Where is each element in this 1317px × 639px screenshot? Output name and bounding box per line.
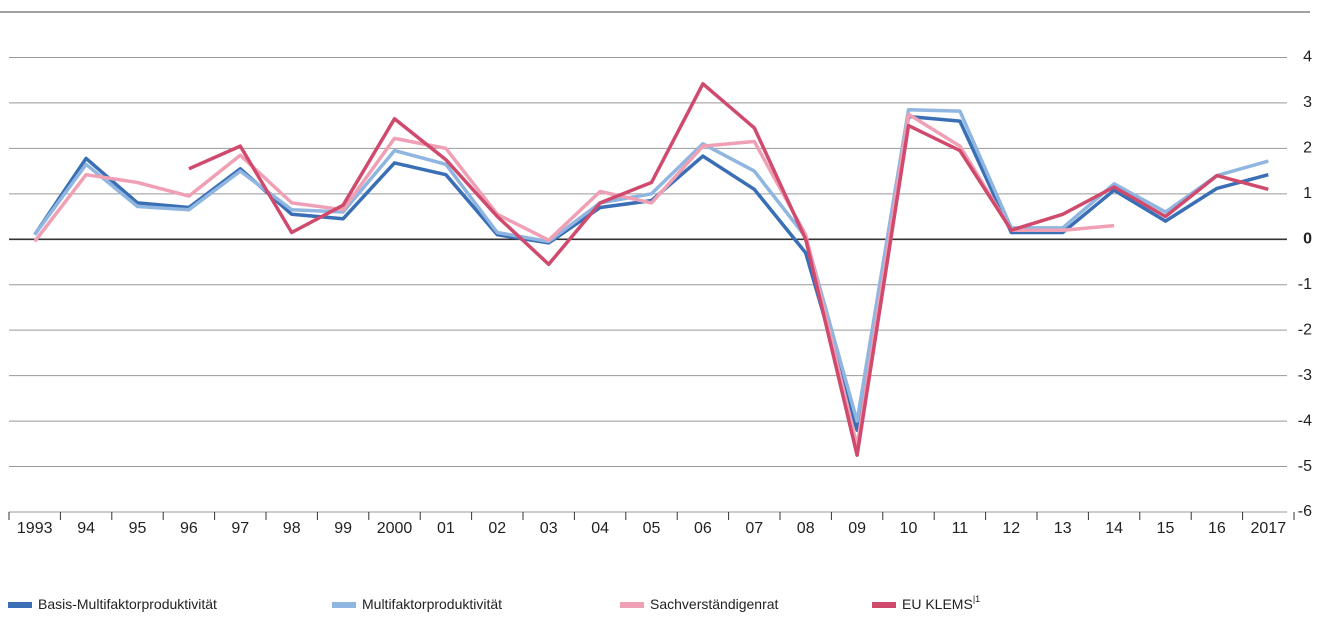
y-tick-label: -4 (1298, 412, 1312, 429)
y-tick-label: -6 (1298, 503, 1312, 520)
legend-label: Sachverständigenrat (650, 596, 779, 612)
legend-name: Multifaktorproduktivität (362, 596, 502, 612)
y-tick-label: 0 (1303, 230, 1312, 247)
x-tick-label: 94 (77, 520, 95, 537)
x-tick-label: 98 (283, 520, 301, 537)
x-tick-label: 1993 (17, 520, 53, 537)
series-line (33, 112, 1115, 448)
x-tick-label: 13 (1054, 520, 1072, 537)
legend-label: Basis-Multifaktorproduktivität (38, 596, 217, 612)
x-tick-label: 99 (334, 520, 352, 537)
x-tick-label: 97 (231, 520, 249, 537)
x-tick-label: 01 (437, 520, 455, 537)
x-tick-label: 12 (1002, 520, 1020, 537)
y-tick-label: 4 (1303, 49, 1312, 66)
x-tick-label: 2017 (1251, 520, 1287, 537)
y-tick-label: 2 (1303, 140, 1312, 157)
y-tick-label: -5 (1298, 458, 1312, 475)
x-tick-label: 2000 (377, 520, 413, 537)
legend-footnote: |1 (973, 594, 980, 604)
legend-swatch (8, 602, 32, 608)
x-tick-label: 07 (745, 520, 763, 537)
y-tick-label: -1 (1298, 276, 1312, 293)
legend-swatch (332, 602, 356, 608)
x-tick-label: 95 (129, 520, 147, 537)
y-tick-label: -3 (1298, 367, 1312, 384)
series-line (188, 82, 1269, 457)
legend-name: EU KLEMS (902, 596, 973, 612)
x-tick-label: 10 (900, 520, 918, 537)
x-tick-label: 14 (1105, 520, 1123, 537)
legend-swatch (872, 602, 896, 608)
x-tick-label: 06 (694, 520, 712, 537)
x-tick-label: 03 (540, 520, 558, 537)
series-line (33, 114, 1269, 432)
legend-swatch (620, 602, 644, 608)
x-tick-label: 05 (643, 520, 661, 537)
y-tick-label: 3 (1303, 94, 1312, 111)
legend-label: Multifaktorproduktivität (362, 596, 502, 612)
y-tick-label: -2 (1298, 321, 1312, 338)
legend-name: Sachverständigenrat (650, 596, 779, 612)
series-line (33, 107, 1269, 423)
legend-label: EU KLEMS|1 (902, 594, 980, 611)
legend-name: Basis-Multifaktorproduktivität (38, 596, 217, 612)
x-tick-label: 96 (180, 520, 198, 537)
x-tick-label: 11 (952, 520, 969, 537)
x-tick-label: 15 (1157, 520, 1175, 537)
x-tick-label: 04 (591, 520, 609, 537)
y-tick-label: 1 (1303, 185, 1312, 202)
x-tick-label: 16 (1208, 520, 1226, 537)
x-tick-label: 08 (797, 520, 815, 537)
x-tick-label: 02 (488, 520, 506, 537)
x-tick-label: 09 (848, 520, 866, 537)
